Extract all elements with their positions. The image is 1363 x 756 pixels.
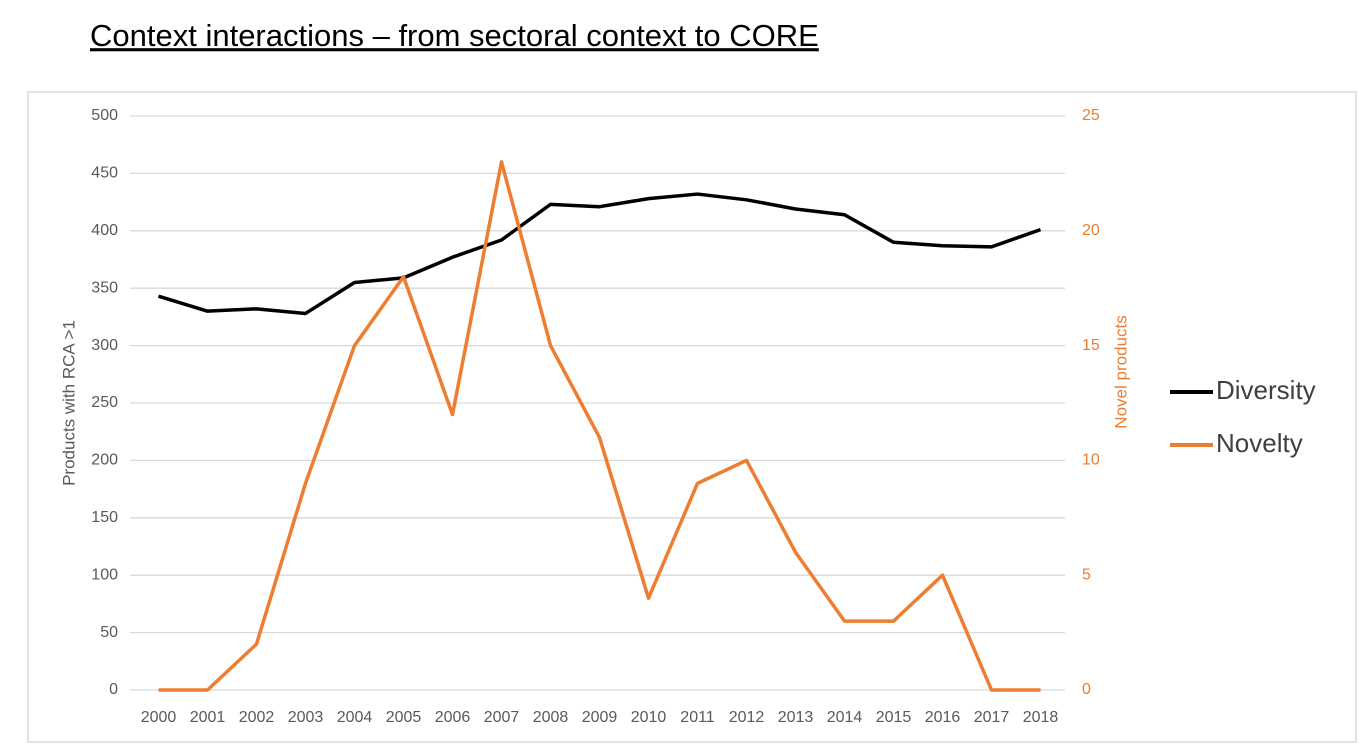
- x-tick-label: 2016: [925, 709, 961, 726]
- series-line: [157, 192, 1042, 316]
- x-tick-label: 2010: [631, 709, 667, 726]
- x-tick-label: 2015: [876, 709, 912, 726]
- y2-tick-label: 0: [1082, 681, 1091, 698]
- x-tick-label: 2002: [239, 709, 275, 726]
- y-tick-label: 200: [91, 452, 118, 469]
- y2-tick-label: 5: [1082, 566, 1091, 583]
- y-tick-label: 0: [109, 681, 118, 698]
- y2-tick-label: 10: [1082, 452, 1100, 469]
- y-tick-label: 400: [91, 222, 118, 239]
- y2-tick-label: 25: [1082, 107, 1100, 124]
- y-tick-label: 350: [91, 279, 118, 296]
- y-tick-label: 100: [91, 566, 118, 583]
- chart-title: Context interactions – from sectoral con…: [90, 18, 819, 53]
- legend-label: Novelty: [1216, 428, 1303, 458]
- y2-tick-label: 20: [1082, 222, 1100, 239]
- y-tick-label: 50: [100, 624, 118, 641]
- x-tick-label: 2011: [680, 709, 715, 726]
- x-tick-label: 2013: [778, 709, 814, 726]
- y-tick-label: 450: [91, 165, 118, 182]
- y2-tick-label: 15: [1082, 337, 1100, 354]
- x-tick-label: 2000: [141, 709, 177, 726]
- x-tick-label: 2003: [288, 709, 324, 726]
- legend-label: Diversity: [1216, 375, 1316, 405]
- x-tick-label: 2007: [484, 709, 520, 726]
- x-tick-label: 2004: [337, 709, 373, 726]
- x-tick-label: 2006: [435, 709, 471, 726]
- x-tick-label: 2009: [582, 709, 618, 726]
- y-tick-label: 250: [91, 394, 118, 411]
- y-tick-label: 300: [91, 337, 118, 354]
- y-tick-label: 500: [91, 107, 118, 124]
- x-tick-label: 2008: [533, 709, 569, 726]
- x-tick-label: 2014: [827, 709, 863, 726]
- x-tick-label: 2018: [1023, 709, 1059, 726]
- y-axis-label: Products with RCA >1: [59, 320, 78, 486]
- x-tick-label: 2017: [974, 709, 1010, 726]
- y2-axis-label: Novel products: [1111, 315, 1130, 428]
- x-tick-label: 2012: [729, 709, 765, 726]
- x-tick-label: 2005: [386, 709, 422, 726]
- x-tick-label: 2001: [190, 709, 226, 726]
- chart-frame: [27, 91, 1357, 743]
- series-line: [158, 160, 1041, 692]
- y-tick-label: 150: [91, 509, 118, 526]
